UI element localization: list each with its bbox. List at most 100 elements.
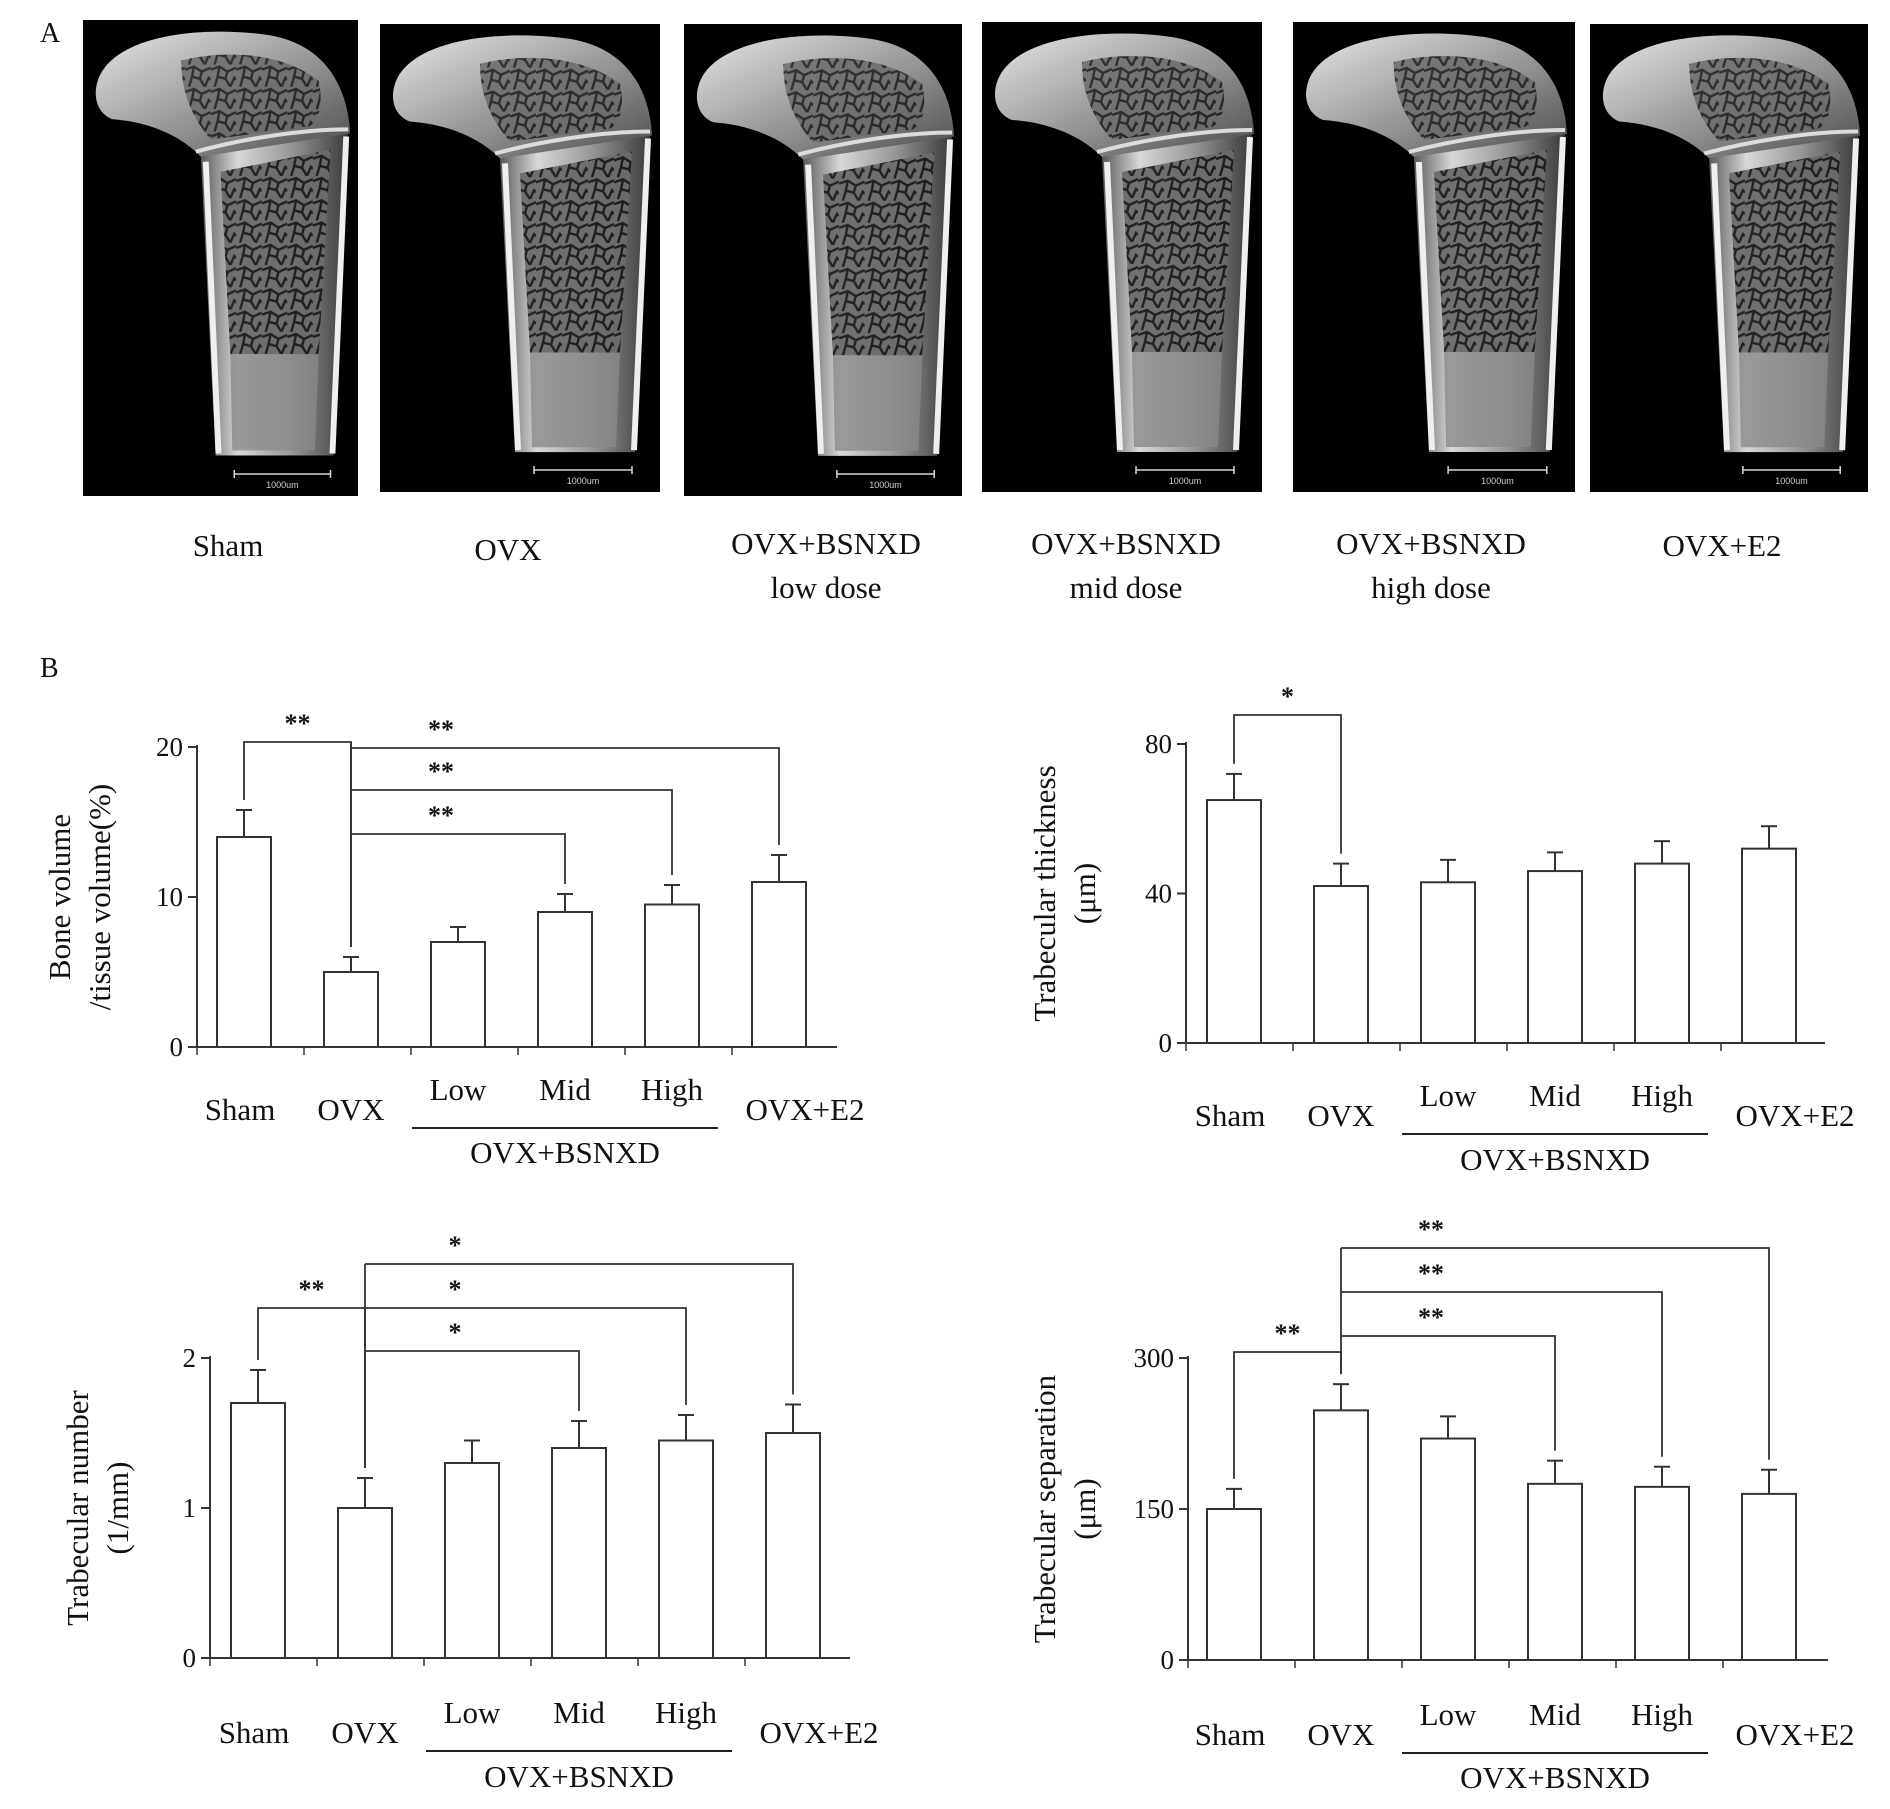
y-tick-label: 0: [1161, 1645, 1175, 1675]
y-axis-title-line: (1/mm): [100, 1462, 135, 1555]
significance-bracket: [1341, 1335, 1556, 1451]
growth-plate: [494, 129, 651, 156]
y-tick-label: 2: [183, 1343, 197, 1373]
significance-bracket: [1341, 1247, 1770, 1460]
trabecular-network: [1729, 151, 1841, 353]
category-label: Low: [1420, 1697, 1477, 1732]
bar: [1634, 1485, 1690, 1662]
scale-bar-label: 1000um: [1775, 476, 1808, 486]
femur-rendering: [392, 35, 652, 453]
medullary-cavity: [530, 352, 620, 448]
category-label: OVX+E2: [745, 1092, 864, 1127]
bar-chart: 0 40 80 Sham OVX Low Mid High OVX+E2 OVX+BSNXD Tra…: [1027, 682, 1855, 1177]
head-trabeculae: [1689, 57, 1831, 142]
y-axis-title: Bone volume/tissue volume(%): [42, 784, 117, 1010]
category-label: OVX+E2: [759, 1715, 878, 1750]
micro-ct-image: 1000um: [1293, 22, 1575, 492]
y-tick-label: 20: [156, 732, 183, 762]
bar: [1313, 885, 1369, 1045]
growth-plate: [195, 127, 349, 154]
group-label-line1: OVX+BSNXD: [1336, 526, 1526, 561]
y-tick-label: 150: [1134, 1494, 1175, 1524]
bar: [1206, 799, 1262, 1044]
trabecular-network: [1122, 150, 1234, 352]
y-tick-label: 0: [170, 1032, 184, 1062]
significance-label: **: [1418, 1303, 1444, 1332]
significance-label: **: [285, 709, 311, 738]
group-label-line2: high dose: [1371, 570, 1491, 605]
micro-ct-image: 1000um: [83, 20, 358, 496]
cortical-wall: [1415, 136, 1566, 451]
panel-b-label: B: [40, 653, 59, 684]
bar: [537, 911, 593, 1048]
medullary-cavity: [832, 355, 923, 451]
significance-label: **: [428, 715, 454, 744]
head-trabeculae: [1082, 56, 1224, 140]
panel-a-group-labels: Sham OVX OVX+BSNXD low dose OVX+BSNXD mid dos…: [193, 526, 1782, 605]
cortical-wall: [502, 138, 651, 451]
panel-a-label: A: [40, 18, 61, 49]
medullary-cavity: [1132, 352, 1222, 447]
head-trabeculae: [181, 54, 321, 140]
y-axis-title-line: Trabecular number: [60, 1390, 95, 1626]
category-label: OVX: [331, 1715, 398, 1750]
category-label: Mid: [553, 1695, 605, 1730]
y-axis-title: Trabecular separation (μm): [1027, 1374, 1102, 1643]
significance-label: **: [1275, 1319, 1301, 1348]
y-tick-label: 300: [1134, 1343, 1175, 1373]
significance-bracket: [351, 747, 780, 845]
significance-label: *: [449, 1318, 462, 1347]
head-trabeculae: [1393, 56, 1537, 140]
bar: [1206, 1508, 1262, 1661]
bar-chart: 0 10 20 Sham OVX Low Mid High OVX+E2 OVX+BSNXD Bon…: [42, 709, 865, 1170]
bar: [430, 941, 486, 1048]
significance-label: **: [299, 1275, 325, 1304]
growth-plate: [1096, 128, 1253, 154]
group-label-line2: mid dose: [1070, 570, 1183, 605]
group-label-line1: OVX+E2: [1662, 528, 1781, 563]
bar: [1527, 870, 1583, 1045]
group-label-line1: OVX: [474, 532, 541, 567]
bar: [216, 836, 272, 1048]
bar: [337, 1507, 393, 1659]
category-label: OVX: [1307, 1098, 1374, 1133]
category-label: OVX: [317, 1092, 384, 1127]
bar: [230, 1402, 286, 1659]
y-axis-title-line: Trabecular separation: [1027, 1374, 1062, 1643]
treatment-group-label: OVX+BSNXD: [484, 1759, 674, 1794]
y-tick-label: 80: [1145, 729, 1172, 759]
micro-ct-images: 1000um 1000um 1000um 1000um 1000um 1000um: [83, 20, 1868, 496]
category-label: High: [655, 1695, 718, 1730]
category-label: Low: [444, 1695, 501, 1730]
category-label: High: [1631, 1697, 1694, 1732]
significance-bracket: [351, 789, 673, 875]
y-axis-title: Trabecular number (1/mm): [60, 1390, 135, 1626]
scale-bar-label: 1000um: [869, 480, 902, 490]
y-tick-label: 40: [1145, 879, 1172, 909]
growth-plate: [1703, 129, 1859, 156]
trabecular-network: [823, 152, 935, 356]
group-label-line1: OVX+BSNXD: [731, 526, 921, 561]
category-label: Sham: [1195, 1098, 1266, 1133]
category-label: Mid: [1529, 1697, 1581, 1732]
bar: [551, 1447, 607, 1659]
group-label-line1: Sham: [193, 528, 264, 563]
bar: [1420, 881, 1476, 1044]
bar: [1741, 1492, 1797, 1662]
y-axis-title-line: /tissue volume(%): [82, 784, 117, 1010]
bar-chart: 0 150 300 Sham OVX Low Mid High OVX+E2 OVX+BSNXD T…: [1027, 1215, 1855, 1795]
scale-bar-label: 1000um: [1481, 476, 1514, 486]
scale-bar-label: 1000um: [1169, 476, 1202, 486]
cortical-wall: [1104, 136, 1253, 451]
y-tick-label: 0: [1159, 1028, 1173, 1058]
femur-rendering: [1602, 35, 1861, 453]
group-label-line1: OVX+BSNXD: [1031, 526, 1221, 561]
category-label: Mid: [1529, 1078, 1581, 1113]
category-label: Sham: [205, 1092, 276, 1127]
category-label: High: [641, 1072, 704, 1107]
significance-bracket: [1233, 714, 1342, 854]
y-axis-title-line: (μm): [1067, 863, 1102, 924]
significance-bracket: [365, 1263, 794, 1395]
micro-ct-image: 1000um: [982, 22, 1262, 492]
